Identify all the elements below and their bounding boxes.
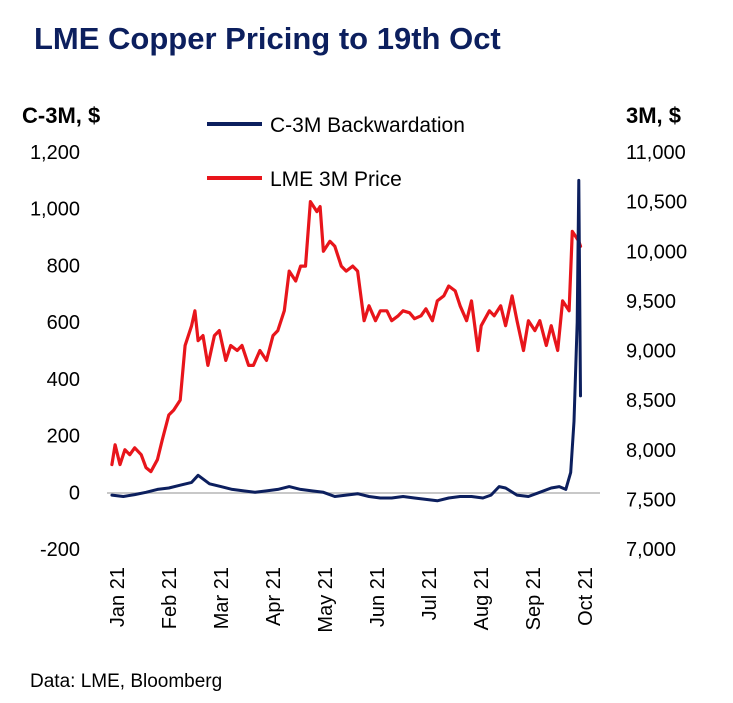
x-tick-label: Jan 21 <box>107 567 129 627</box>
y-right-tick-label: 10,000 <box>626 241 687 263</box>
series-line-price <box>110 200 583 474</box>
x-tick-label: Jul 21 <box>419 567 441 620</box>
chart-title: LME Copper Pricing to 19th Oct <box>34 21 501 56</box>
x-ticks: Jan 21 Feb 21 Mar 21 Apr 21 May 21 Jun 21 Jul … <box>107 567 597 633</box>
y-left-tick-label: 0 <box>69 482 80 504</box>
x-tick-label: Apr 21 <box>263 567 285 626</box>
y-right-ticks: 7,000 7,500 8,000 8,500 9,000 9,500 10,000 10,5… <box>626 142 687 561</box>
y-left-tick-label: 800 <box>47 255 80 277</box>
x-tick-label: Jun 21 <box>367 567 389 627</box>
y-right-tick-label: 10,500 <box>626 192 687 214</box>
x-tick-label: Oct 21 <box>575 567 597 626</box>
y-left-tick-label: 200 <box>47 426 80 448</box>
x-tick-label: Mar 21 <box>211 567 233 629</box>
y-right-tick-label: 11,000 <box>626 142 686 164</box>
legend-label-price: LME 3M Price <box>270 168 402 191</box>
x-tick-label: Aug 21 <box>471 567 493 630</box>
y-right-tick-label: 9,500 <box>626 291 676 313</box>
y-right-tick-label: 9,000 <box>626 341 676 363</box>
y-right-tick-label: 8,500 <box>626 390 676 412</box>
y-right-tick-label: 7,500 <box>626 489 676 511</box>
legend-label-backwardation: C-3M Backwardation <box>270 114 465 137</box>
y-left-tick-label: 400 <box>47 369 80 391</box>
y-right-tick-label: 7,000 <box>626 539 676 561</box>
y-left-tick-label: 1,000 <box>30 199 80 221</box>
y-right-axis-title: 3M, $ <box>626 103 681 128</box>
y-left-axis-title: C-3M, $ <box>22 103 100 128</box>
source-note: Data: LME, Bloomberg <box>30 671 222 692</box>
x-tick-label: Feb 21 <box>159 567 181 629</box>
y-left-tick-label: -200 <box>40 539 80 561</box>
y-left-tick-label: 600 <box>47 312 80 334</box>
series-line-backwardation <box>110 178 582 503</box>
x-tick-label: May 21 <box>315 567 337 633</box>
x-tick-label: Sep 21 <box>523 567 545 630</box>
legend: C-3M Backwardation LME 3M Price <box>207 114 465 191</box>
y-right-tick-label: 8,000 <box>626 440 676 462</box>
series-layer <box>110 178 583 503</box>
y-left-tick-label: 1,200 <box>30 142 80 164</box>
y-left-ticks: -200 0 200 400 600 800 1,000 1,200 <box>30 142 80 561</box>
